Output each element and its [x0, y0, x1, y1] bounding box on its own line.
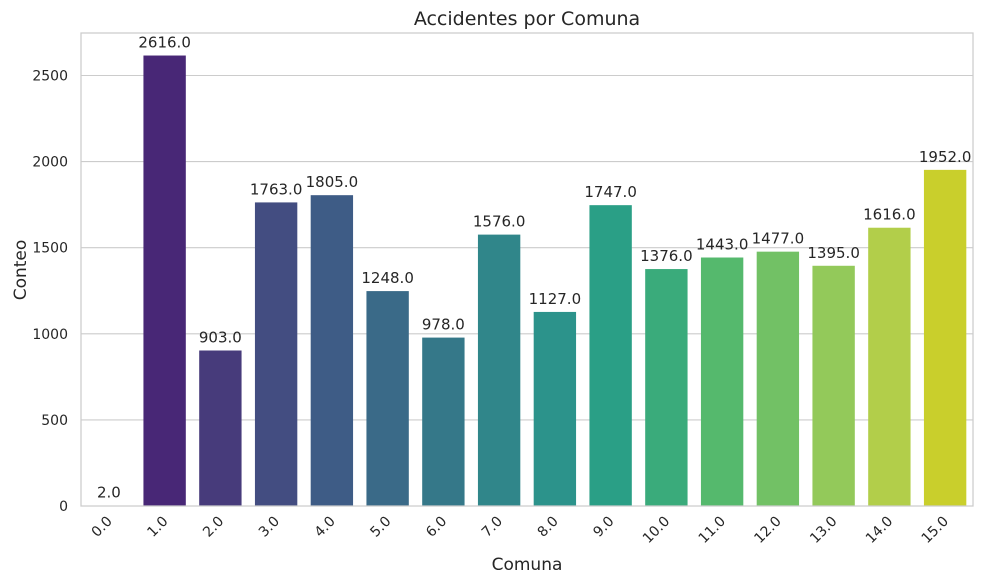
x-tick-label: 3.0: [256, 514, 283, 541]
x-tick-label: 7.0: [479, 514, 506, 541]
x-tick-label: 0.0: [89, 514, 116, 541]
x-tick-label: 11.0: [696, 514, 729, 547]
bar-15.0: [924, 170, 966, 506]
bar-value-label: 1477.0: [752, 230, 805, 248]
bar-value-label: 1376.0: [640, 247, 693, 265]
bar-value-label: 1747.0: [584, 183, 637, 201]
bar-value-label: 2616.0: [138, 34, 191, 52]
x-tick-label: 5.0: [367, 514, 394, 541]
bar-value-label: 1248.0: [361, 269, 414, 287]
bar-3.0: [255, 202, 297, 506]
bar-10.0: [645, 269, 687, 506]
bar-value-label: 2.0: [97, 484, 121, 502]
bar-12.0: [757, 252, 799, 506]
y-tick-label: 1500: [32, 241, 68, 257]
bar-2.0: [199, 351, 241, 506]
y-tick-label: 1000: [32, 327, 68, 343]
x-tick-label: 13.0: [807, 514, 840, 547]
bar-5.0: [366, 291, 408, 506]
bar-value-label: 1616.0: [863, 206, 916, 224]
bar-14.0: [868, 228, 910, 506]
bar-13.0: [812, 266, 854, 506]
x-tick-label: 1.0: [144, 514, 171, 541]
x-tick-label: 8.0: [535, 514, 562, 541]
bar-11.0: [701, 258, 743, 506]
y-tick-label: 2500: [32, 68, 68, 84]
y-tick-label: 2000: [32, 155, 68, 171]
bar-value-label: 1952.0: [919, 148, 972, 166]
bar-8.0: [534, 312, 576, 506]
bar-value-label: 1395.0: [807, 244, 860, 262]
bar-1.0: [143, 56, 185, 506]
x-tick-label: 2.0: [200, 514, 227, 541]
x-tick-label: 4.0: [312, 514, 339, 541]
x-tick-label: 12.0: [751, 514, 784, 547]
bar-4.0: [311, 195, 353, 506]
bar-value-label: 1763.0: [250, 180, 303, 198]
bar-value-label: 903.0: [199, 329, 242, 347]
y-axis-label: Conteo: [11, 240, 31, 301]
x-tick-label: 15.0: [919, 514, 952, 547]
x-tick-label: 14.0: [863, 514, 896, 547]
bar-6.0: [422, 338, 464, 506]
x-tick-label: 9.0: [590, 514, 617, 541]
x-axis-label: Comuna: [492, 555, 563, 575]
x-axis-ticks: 0.0 1.0 2.0 3.0 4.0 5.0 6.0 7.0 8.0 9.0 10.0 11.0 12…: [89, 514, 952, 547]
bars: [88, 56, 967, 506]
bar-value-label: 1127.0: [529, 290, 582, 308]
chart-title: Accidentes por Comuna: [414, 8, 640, 30]
x-tick-label: 10.0: [640, 514, 673, 547]
bar-value-label: 1805.0: [306, 173, 359, 191]
x-tick-label: 6.0: [423, 514, 450, 541]
y-tick-label: 500: [41, 413, 68, 429]
bar-value-label: 978.0: [422, 316, 465, 334]
y-axis-ticks: 0 500 1000 1500 2000 2500: [32, 68, 68, 515]
y-tick-label: 0: [59, 499, 68, 515]
bar-7.0: [478, 235, 520, 506]
bar-9.0: [589, 205, 631, 506]
bar-value-label: 1443.0: [696, 236, 749, 254]
bar-value-label: 1576.0: [473, 213, 526, 231]
